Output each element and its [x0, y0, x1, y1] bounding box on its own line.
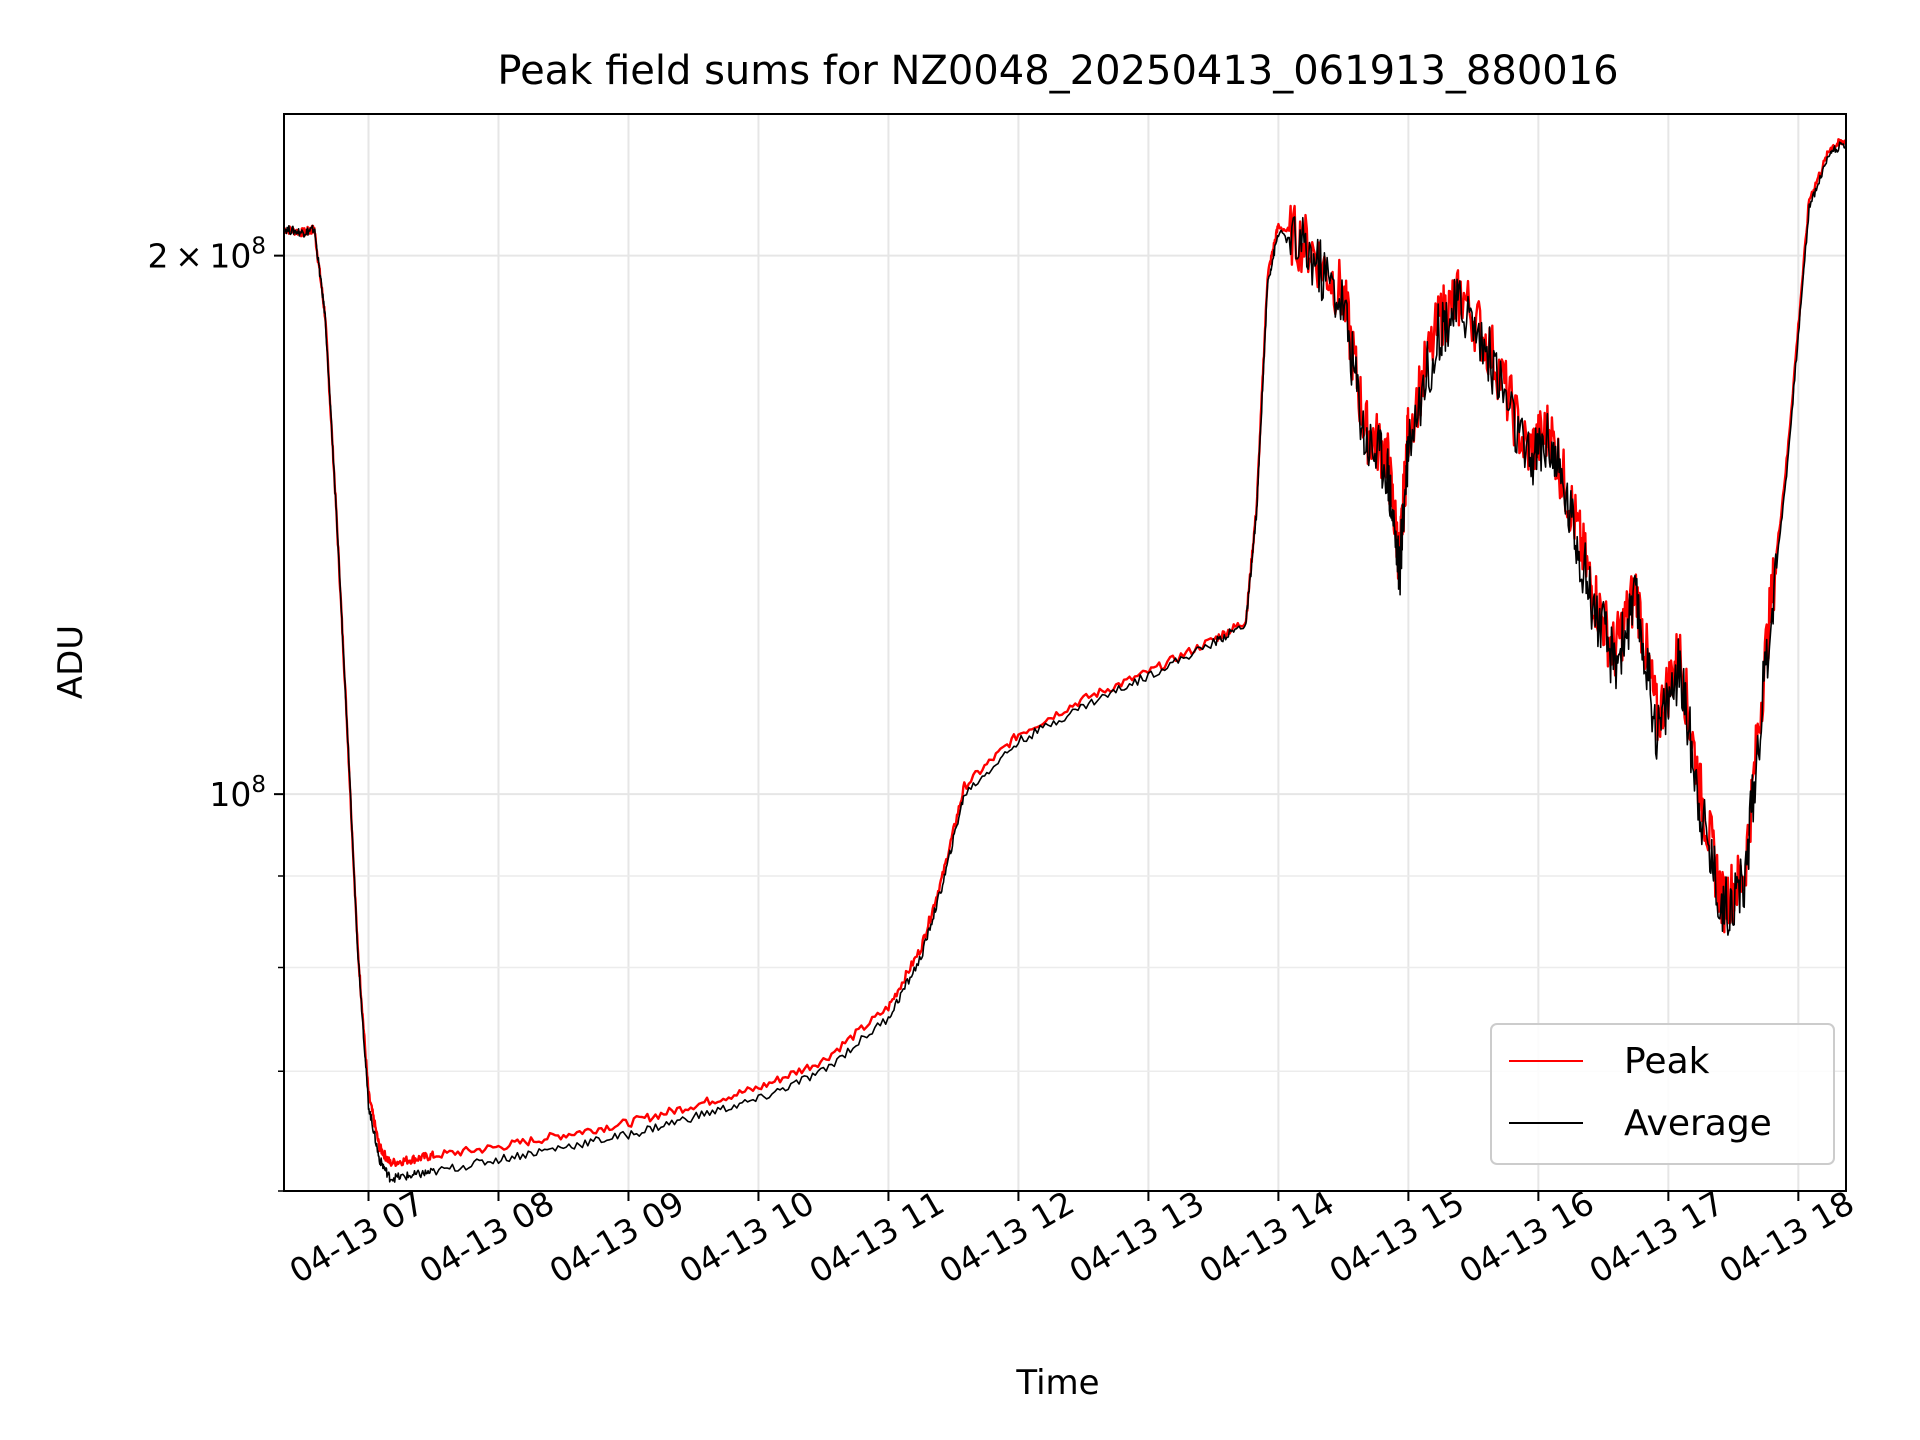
x-tick-label: 04-13 17: [1583, 1183, 1731, 1291]
series-line-average: [283, 141, 1847, 1183]
y-tick-label: 108: [209, 772, 266, 814]
y-axis-label: ADU: [51, 625, 91, 699]
x-tick-label: 04-13 09: [543, 1183, 691, 1291]
x-tick-label: 04-13 11: [803, 1183, 951, 1291]
x-tick-label: 04-13 10: [673, 1183, 821, 1291]
series-lines: [283, 138, 1848, 1183]
legend: Peak Average: [1490, 1023, 1835, 1165]
x-tick-label: 04-13 16: [1453, 1183, 1601, 1291]
plot-frame: [283, 113, 1847, 1192]
x-tick-label: 04-13 18: [1713, 1183, 1861, 1291]
x-tick-label: 04-13 12: [933, 1183, 1081, 1291]
chart-title: Peak field sums for NZ0048_20250413_0619…: [497, 48, 1618, 94]
x-tick-label: 04-13 14: [1193, 1183, 1341, 1291]
y-tick-label: 2 × 108: [148, 234, 266, 276]
y-axis-ticks: 108 2 × 108: [148, 234, 284, 1192]
x-tick-label: 04-13 15: [1323, 1183, 1471, 1291]
x-tick-label: 04-13 07: [283, 1183, 431, 1291]
legend-label-peak: Peak: [1624, 1041, 1710, 1082]
legend-box: [1490, 1023, 1835, 1165]
x-axis-label: Time: [1015, 1363, 1099, 1403]
legend-label-average: Average: [1624, 1103, 1772, 1144]
x-tick-label: 04-13 13: [1063, 1183, 1211, 1291]
x-tick-label: 04-13 08: [413, 1183, 561, 1291]
